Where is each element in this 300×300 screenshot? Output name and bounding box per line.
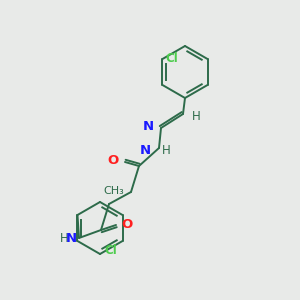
- Text: N: N: [143, 121, 154, 134]
- Text: H: H: [60, 232, 69, 244]
- Text: O: O: [121, 218, 132, 230]
- Text: N: N: [140, 143, 151, 157]
- Text: N: N: [66, 232, 77, 244]
- Text: H: H: [192, 110, 201, 122]
- Text: Cl: Cl: [166, 52, 178, 64]
- Text: H: H: [162, 143, 171, 157]
- Text: CH₃: CH₃: [103, 186, 124, 196]
- Text: Cl: Cl: [105, 244, 118, 257]
- Text: O: O: [108, 154, 119, 167]
